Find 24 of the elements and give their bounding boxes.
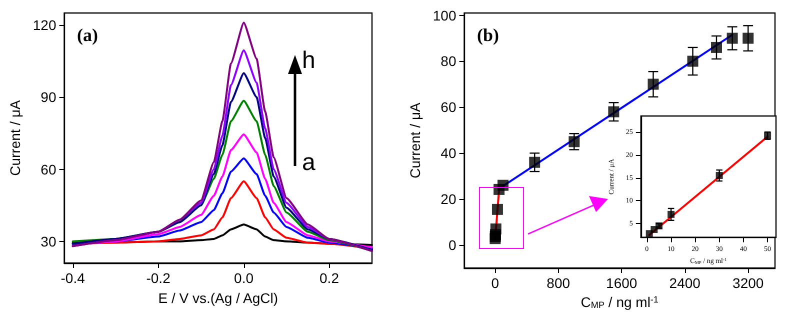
y-tick-label: 40 xyxy=(440,145,456,162)
annotation: a xyxy=(302,149,316,176)
y-tick-label: 120 xyxy=(32,17,56,34)
y-tick-label: 60 xyxy=(40,161,56,178)
x-tick-label: 800 xyxy=(546,275,570,291)
y-tick-label: 100 xyxy=(432,7,456,24)
x-tick-label: 0 xyxy=(491,275,500,291)
x-tick-label: 0.2 xyxy=(320,270,340,286)
x-tick-label: -0.2 xyxy=(146,270,171,286)
y-axis-title: Current / μA xyxy=(407,102,423,178)
x-tick-label: 0.0 xyxy=(234,270,254,286)
y-axis-title: Current / μA xyxy=(7,99,23,176)
text: (b) xyxy=(477,25,500,45)
x-tick-label: 3200 xyxy=(732,275,764,291)
annotation: h xyxy=(302,47,316,74)
x-axis-title: E / V vs.(Ag / AgCl) xyxy=(158,290,278,306)
y-tick-label: 60 xyxy=(440,99,456,116)
x-tick-label: 1600 xyxy=(606,275,638,291)
x-tick-label: -0.4 xyxy=(60,270,86,286)
x-tick-label: 2400 xyxy=(669,275,701,291)
y-tick-label: 90 xyxy=(40,89,56,106)
text: (a) xyxy=(77,25,98,45)
y-tick-label: 20 xyxy=(440,191,456,208)
y-tick-label: 80 xyxy=(440,53,456,70)
